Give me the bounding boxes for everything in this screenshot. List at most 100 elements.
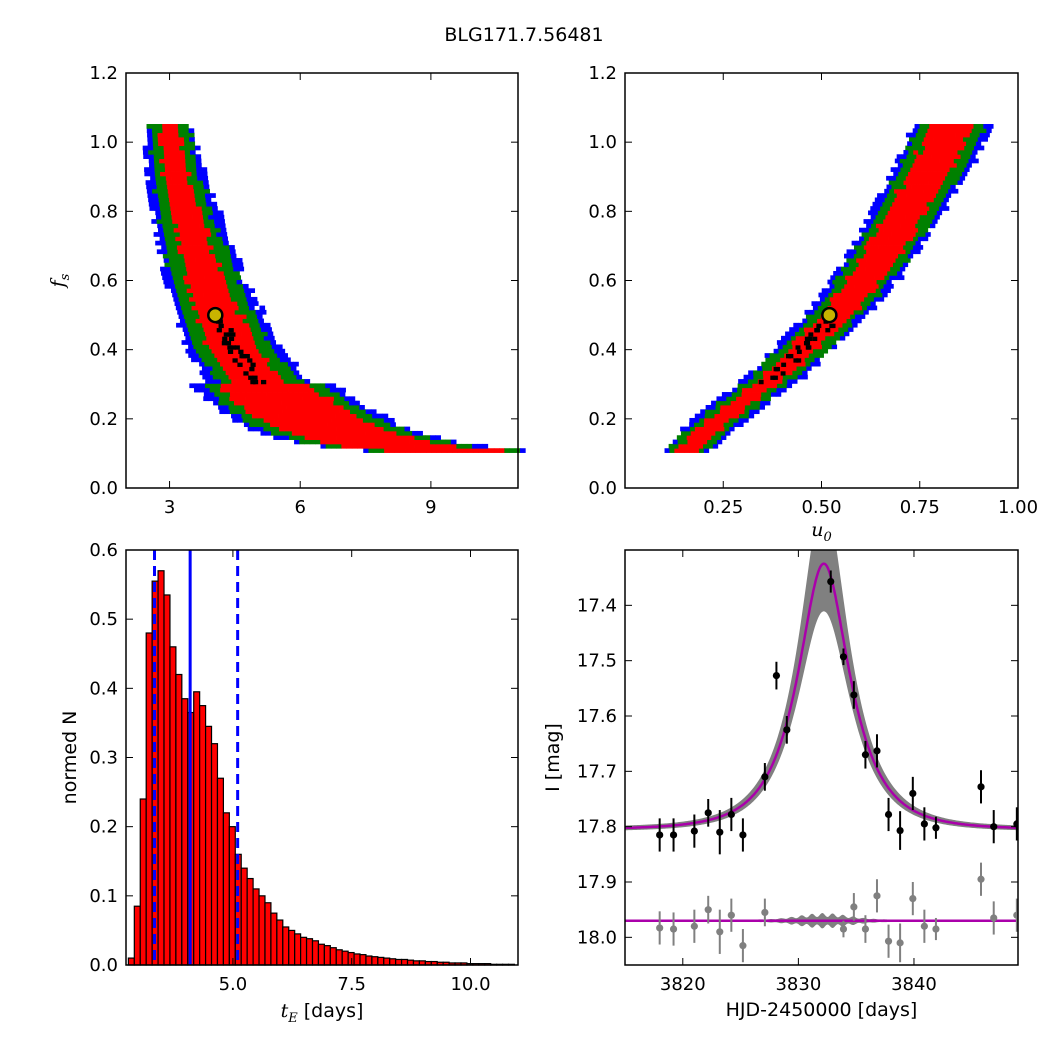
contour-cell xyxy=(676,435,683,440)
contour-cell xyxy=(846,258,852,263)
contour-cell xyxy=(167,223,174,229)
contour-cell xyxy=(892,262,899,268)
histogram-bar xyxy=(276,919,284,966)
core-cell xyxy=(796,349,802,354)
contour-cell xyxy=(954,175,961,181)
contour-cell xyxy=(923,197,930,203)
figure-title: BLG171.7.56481 xyxy=(444,24,603,46)
contour-cell xyxy=(420,448,427,453)
contour-cell xyxy=(840,275,846,281)
contour-cell xyxy=(414,435,421,440)
contour-cell xyxy=(785,335,792,341)
contour-cell xyxy=(209,353,215,358)
contour-cell xyxy=(861,279,868,285)
contour-cell xyxy=(842,279,848,285)
contour-cell xyxy=(792,374,798,380)
contour-cell xyxy=(218,210,224,216)
contour-cell xyxy=(349,400,355,406)
data-point xyxy=(669,831,678,839)
contour-cell xyxy=(282,409,288,415)
contour-cell xyxy=(208,245,214,250)
residual-point xyxy=(669,925,678,933)
contour-cell xyxy=(777,374,784,380)
contour-cell xyxy=(271,392,278,397)
contour-cell xyxy=(253,417,259,423)
contour-cell xyxy=(309,413,316,419)
contour-cell xyxy=(364,422,370,428)
contour-cell xyxy=(305,417,312,423)
contour-cell xyxy=(781,366,788,371)
contour-cell xyxy=(317,400,324,406)
contour-cell xyxy=(864,275,871,281)
contour-cell xyxy=(912,128,918,134)
contour-cell xyxy=(202,340,209,345)
contour-cell xyxy=(177,184,184,190)
contour-cell xyxy=(189,197,196,203)
contour-cell xyxy=(223,245,230,250)
contour-cell xyxy=(414,439,420,445)
contour-cell xyxy=(334,409,340,415)
contour-cell xyxy=(218,396,225,402)
contour-cell xyxy=(346,439,352,445)
contour-cell xyxy=(216,348,223,354)
contour-cell xyxy=(267,331,274,337)
contour-cell xyxy=(212,206,218,211)
contour-cell xyxy=(226,318,233,324)
contour-cell xyxy=(887,210,893,216)
contour-cell xyxy=(193,219,199,224)
core-cell xyxy=(804,336,810,342)
y-tick-label: 1.0 xyxy=(89,132,118,153)
contour-cell xyxy=(189,383,195,389)
contour-cell xyxy=(789,357,796,363)
contour-cell xyxy=(897,210,903,216)
contour-cell xyxy=(884,188,890,194)
contour-cell xyxy=(344,409,351,415)
contour-cell xyxy=(966,162,972,168)
contour-cell xyxy=(157,132,164,138)
contour-cell xyxy=(190,149,196,155)
contour-cell xyxy=(225,361,231,367)
histogram-bar xyxy=(163,594,171,966)
contour-cell xyxy=(266,409,273,415)
contour-cell xyxy=(893,227,899,233)
contour-cell xyxy=(897,162,904,168)
contour-cell xyxy=(786,383,793,389)
contour-cell xyxy=(270,400,277,406)
contour-cell xyxy=(174,301,181,306)
contour-cell xyxy=(257,370,263,376)
contour-cell xyxy=(261,327,267,332)
contour-cell xyxy=(191,171,198,177)
contour-cell xyxy=(271,353,278,358)
panel-lightcurve: 3820 3830 384017.417.517.617.717.817.918.0… xyxy=(542,549,1019,1021)
contour-cell xyxy=(191,210,198,216)
contour-cell xyxy=(848,262,855,268)
core-cell xyxy=(250,362,256,367)
contour-cell xyxy=(201,206,208,211)
contour-cell xyxy=(703,422,710,428)
contour-cell xyxy=(824,331,830,337)
contour-cell xyxy=(903,180,909,185)
contour-cell xyxy=(163,141,169,147)
contour-cell xyxy=(790,361,797,367)
x-tick-label: 3 xyxy=(164,497,175,518)
contour-cell xyxy=(356,439,363,445)
contour-cell xyxy=(749,409,755,415)
contour-cell xyxy=(229,396,236,402)
contour-cell xyxy=(859,275,866,281)
contour-cell xyxy=(155,214,162,220)
contour-cell xyxy=(383,426,390,432)
contour-cell xyxy=(835,275,841,281)
contour-cell xyxy=(178,193,185,198)
contour-cell xyxy=(901,154,907,159)
contour-cell xyxy=(703,448,710,453)
contour-cell xyxy=(276,409,283,415)
contour-cell xyxy=(767,383,773,389)
contour-cell xyxy=(153,145,159,151)
contour-cell xyxy=(866,279,873,285)
contour-cell xyxy=(865,301,871,306)
contour-cell xyxy=(937,180,944,185)
contour-cell xyxy=(182,214,188,220)
contour-cell xyxy=(238,366,245,371)
contour-cell xyxy=(921,154,927,159)
